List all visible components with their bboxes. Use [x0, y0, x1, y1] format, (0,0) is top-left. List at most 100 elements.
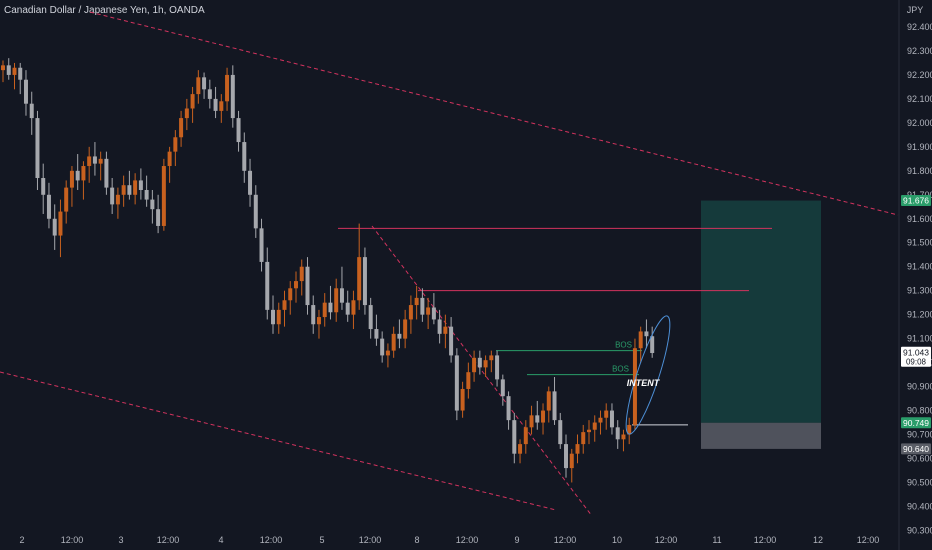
candle-body	[69, 170, 74, 188]
candle-body	[351, 300, 356, 315]
candle	[75, 154, 80, 190]
candle	[248, 158, 253, 207]
candle-body	[121, 185, 126, 195]
candle-body	[305, 266, 310, 306]
candle	[586, 420, 591, 445]
trendline	[89, 11, 899, 216]
trendline	[0, 371, 557, 511]
y-tick-label: 91.200	[907, 310, 932, 320]
candle	[271, 295, 276, 334]
candle-body	[138, 180, 143, 190]
candle	[167, 146, 172, 183]
candle	[23, 70, 28, 116]
x-tick-label: 8	[414, 535, 419, 545]
candle-body	[144, 190, 149, 200]
candle	[362, 247, 367, 315]
y-tick-label: 92.000	[907, 118, 932, 128]
candle	[299, 259, 304, 296]
candle-body	[362, 257, 367, 306]
candle-body	[18, 67, 23, 80]
candle	[179, 110, 184, 147]
candle	[437, 309, 442, 344]
candle-body	[345, 302, 350, 315]
candle	[156, 194, 161, 234]
chart-title: Canadian Dollar / Japanese Yen, 1h, OAND…	[4, 5, 205, 16]
candle-body	[627, 424, 632, 435]
candle	[598, 410, 603, 435]
candle	[207, 79, 212, 109]
candle	[357, 223, 362, 310]
candle	[334, 278, 339, 322]
x-tick-label: 12:00	[359, 535, 382, 545]
price-label-bg	[901, 346, 931, 367]
horizontal-levels: BOS BOS	[338, 227, 772, 426]
candle	[472, 350, 477, 382]
y-tick-label: 91.800	[907, 166, 932, 176]
candle-body	[506, 396, 511, 421]
candle	[288, 281, 293, 315]
candle-body	[558, 420, 563, 445]
candle-body	[92, 156, 97, 164]
bos-label: BOS	[615, 341, 632, 350]
candle-body	[276, 309, 281, 325]
x-tick-label: 2	[19, 535, 24, 545]
candle	[604, 403, 609, 430]
candle	[495, 350, 500, 387]
target-zone	[701, 200, 821, 423]
stop-zone	[701, 422, 821, 449]
candle	[627, 417, 632, 445]
candle	[150, 190, 155, 224]
candle-body	[207, 89, 212, 99]
y-tick-label: 91.700	[907, 190, 932, 200]
candle	[230, 65, 235, 128]
candle	[305, 257, 310, 315]
candle-body	[81, 166, 86, 181]
x-tick-label: 12:00	[157, 535, 180, 545]
candle-body	[368, 305, 373, 330]
candle	[242, 132, 247, 183]
candle	[69, 166, 74, 207]
candle-body	[87, 156, 92, 167]
candle-body	[546, 391, 551, 411]
candle	[345, 290, 350, 322]
candle-body	[586, 429, 591, 433]
candle-body	[190, 94, 195, 109]
price-label-text: 90.749	[903, 418, 929, 428]
price-label: 90.640	[901, 443, 931, 455]
candle-body	[288, 288, 293, 301]
y-tick-label: 92.400	[907, 22, 932, 32]
candle	[311, 295, 316, 334]
price-label-bg	[901, 417, 931, 429]
candle	[225, 67, 230, 111]
candle	[552, 376, 557, 425]
candle-body	[29, 103, 34, 119]
time-axis: 2 12:00 3 12:00 4 12:00 5 12:00 8 12:00 9 12:00 10 12…	[19, 535, 879, 545]
candle-body	[64, 187, 69, 212]
candle-body	[552, 391, 557, 421]
candle-body	[115, 194, 120, 205]
candle	[512, 412, 517, 464]
candle-body	[518, 444, 523, 454]
candle-body	[408, 305, 413, 320]
candle-body	[179, 118, 184, 138]
candle	[6, 58, 11, 80]
candle-body	[414, 297, 419, 306]
candle	[460, 381, 465, 418]
price-axis: JPY 92.400 92.300 92.200 92.100 92.000 91.900 9…	[898, 0, 932, 550]
candle	[483, 355, 488, 377]
candle	[518, 439, 523, 464]
candle-body	[615, 427, 620, 440]
candle	[569, 448, 574, 483]
candle	[259, 218, 264, 272]
candle	[477, 350, 482, 375]
candle-body	[604, 410, 609, 418]
candle-body	[328, 302, 333, 313]
x-tick-label: 12:00	[554, 535, 577, 545]
x-tick-label: 10	[612, 535, 622, 545]
candle	[632, 338, 637, 430]
candle	[253, 185, 258, 238]
candle	[190, 86, 195, 123]
candle	[121, 175, 126, 207]
candle	[328, 285, 333, 320]
